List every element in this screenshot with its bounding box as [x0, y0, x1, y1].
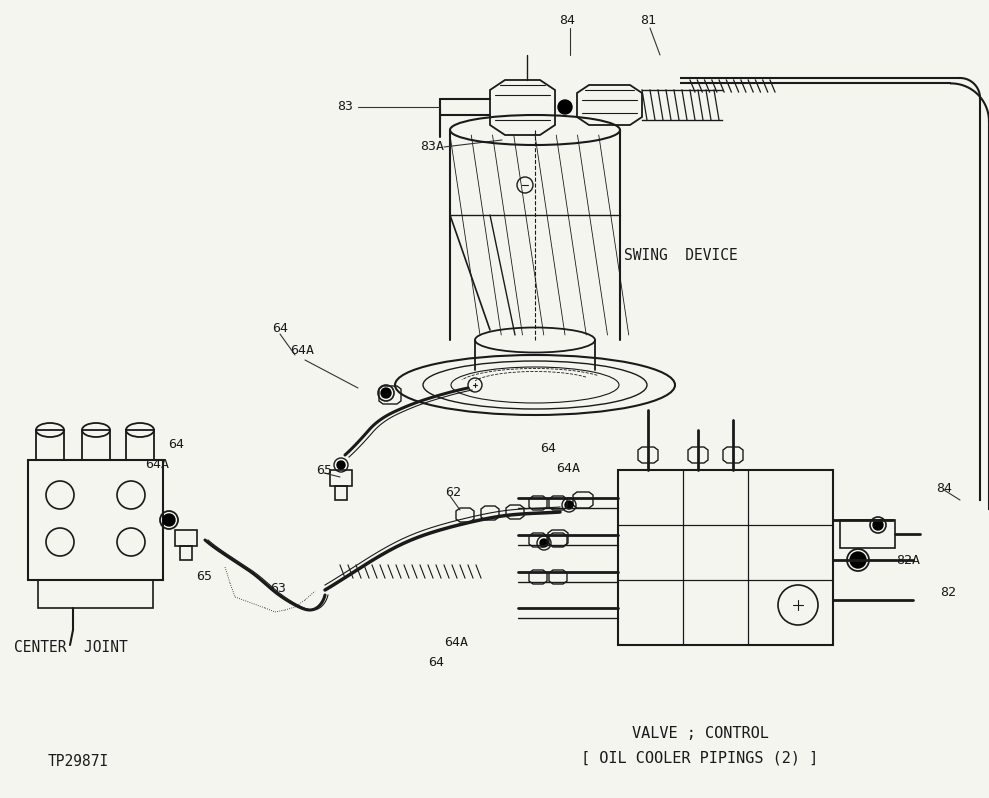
Text: 83: 83 — [337, 101, 353, 113]
Text: 83A: 83A — [420, 140, 444, 153]
Text: VALVE ; CONTROL: VALVE ; CONTROL — [632, 725, 768, 741]
Text: 84: 84 — [559, 14, 575, 26]
Circle shape — [873, 520, 883, 530]
Circle shape — [558, 100, 572, 114]
Text: SWING  DEVICE: SWING DEVICE — [624, 247, 738, 263]
Text: 81: 81 — [640, 14, 656, 26]
Text: 64A: 64A — [290, 343, 314, 357]
Text: 65: 65 — [196, 570, 212, 583]
Text: 65: 65 — [316, 464, 332, 477]
Circle shape — [850, 552, 866, 568]
Text: CENTER  JOINT: CENTER JOINT — [14, 641, 128, 655]
Circle shape — [540, 539, 548, 547]
Text: 64A: 64A — [444, 637, 468, 650]
Text: 63: 63 — [270, 582, 286, 595]
Text: 82A: 82A — [896, 554, 920, 567]
Circle shape — [381, 388, 391, 398]
Circle shape — [163, 514, 175, 526]
Text: 64A: 64A — [145, 459, 169, 472]
Text: TP2987I: TP2987I — [48, 754, 109, 769]
Text: 64: 64 — [428, 657, 444, 670]
Text: 82: 82 — [940, 587, 956, 599]
Text: 84: 84 — [936, 481, 952, 495]
Text: 64: 64 — [272, 322, 288, 334]
Text: 64: 64 — [168, 438, 184, 452]
Text: 64A: 64A — [556, 461, 580, 475]
Text: [ OIL COOLER PIPINGS (2) ]: [ OIL COOLER PIPINGS (2) ] — [582, 750, 819, 765]
Circle shape — [337, 461, 345, 469]
Text: 62: 62 — [445, 485, 461, 499]
Circle shape — [565, 501, 573, 509]
Text: 64: 64 — [540, 441, 556, 455]
